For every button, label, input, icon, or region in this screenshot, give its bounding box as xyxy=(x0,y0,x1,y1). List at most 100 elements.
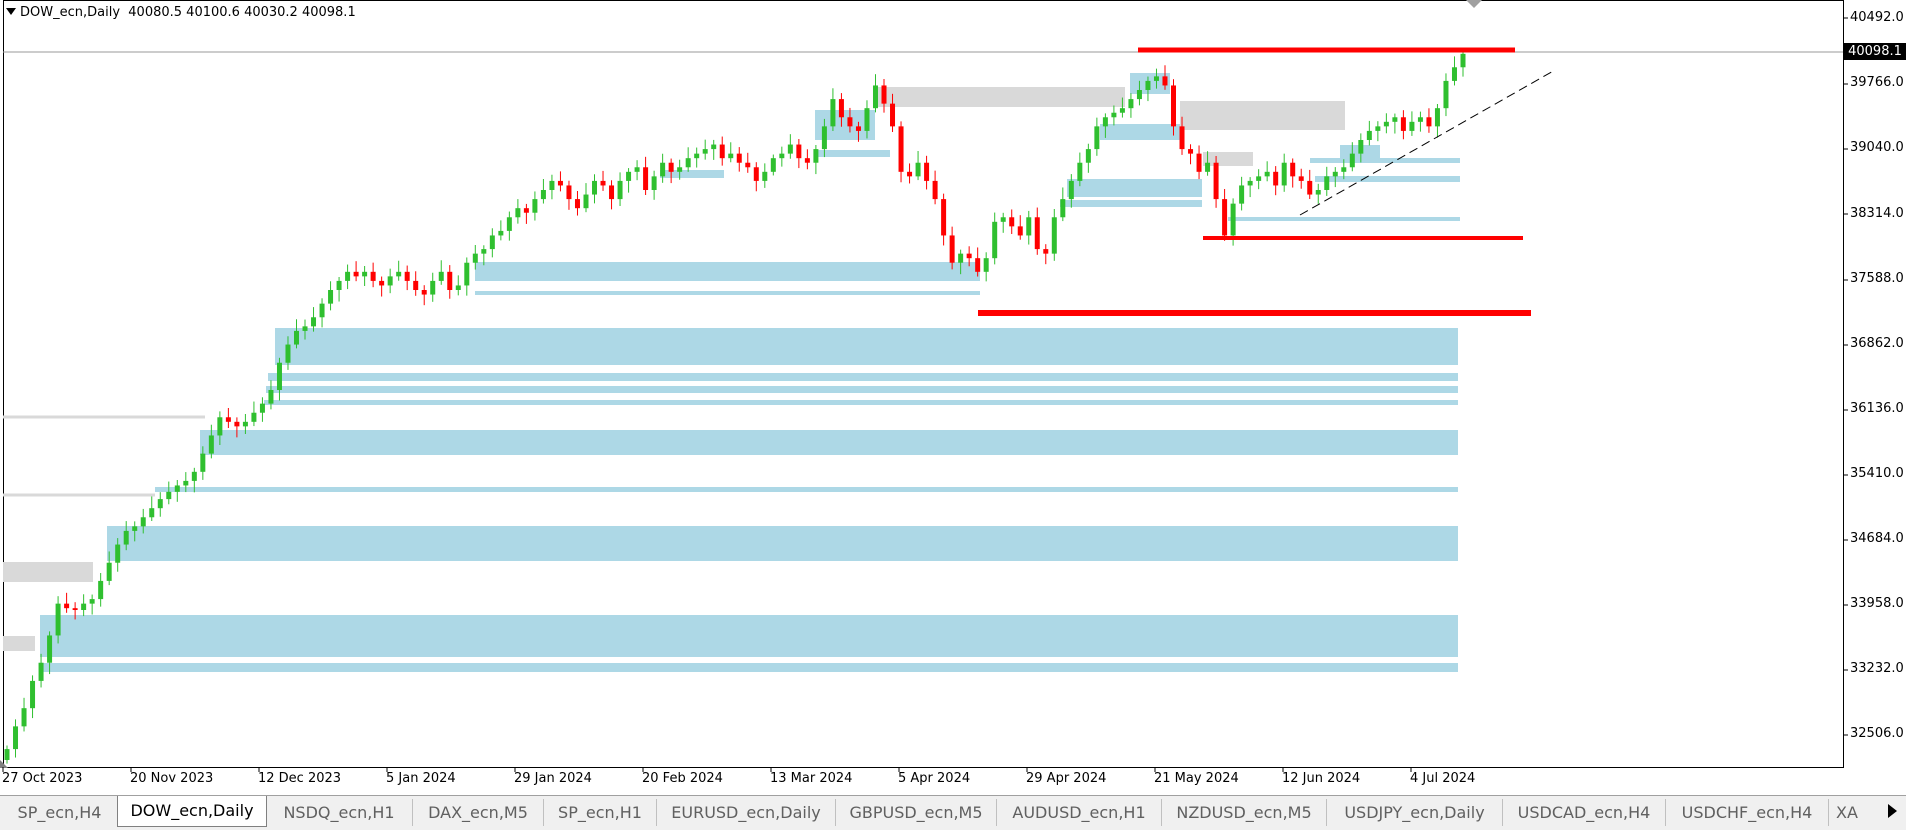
bull-candle xyxy=(532,199,538,213)
bull-candle xyxy=(506,217,512,231)
bull-candle xyxy=(1060,199,1066,218)
tab-nzdusd-ecn-m5[interactable]: NZDUSD_ecn,M5 xyxy=(1162,799,1327,826)
tab-sp-ecn-h4[interactable]: SP_ecn,H4 xyxy=(2,799,118,826)
bear-candle xyxy=(941,199,947,236)
tab-scroll-right-icon[interactable] xyxy=(1888,804,1897,818)
tab-audusd-ecn-h1[interactable]: AUDUSD_ecn,H1 xyxy=(997,799,1162,826)
tab-usdcad-ecn-h4[interactable]: USDCAD_ecn,H4 xyxy=(1503,799,1666,826)
bear-candle xyxy=(234,421,240,427)
bull-candle xyxy=(694,153,700,159)
demand-zone-blue xyxy=(264,400,1458,405)
bull-candle xyxy=(1256,176,1262,181)
bear-candle xyxy=(1034,217,1040,250)
bull-candle xyxy=(387,276,393,286)
bull-candle xyxy=(1205,162,1211,172)
tab-xa-partial[interactable]: XA xyxy=(1836,803,1858,822)
x-axis-label: 20 Nov 2023 xyxy=(130,771,214,786)
bull-candle xyxy=(1128,99,1134,109)
y-axis-label: 38314.0 xyxy=(1850,206,1904,221)
x-axis-label: 13 Mar 2024 xyxy=(770,771,853,786)
bull-candle xyxy=(13,726,19,750)
bull-candle xyxy=(787,144,793,154)
bull-candle xyxy=(1239,185,1245,204)
bull-candle xyxy=(166,491,172,500)
bull-candle xyxy=(1341,167,1347,172)
bull-candle xyxy=(285,344,291,363)
tab-usdchf-ecn-h4[interactable]: USDCHF_ecn,H4 xyxy=(1666,799,1829,826)
chart-tab-bar: SP_ecn,H4 DOW_ecn,Daily NSDQ_ecn,H1 DAX_… xyxy=(0,795,1906,830)
bull-candle xyxy=(464,262,470,286)
tab-usdjpy-ecn-daily[interactable]: USDJPY_ecn,Daily xyxy=(1327,799,1503,826)
tab-nsdq-ecn-h1[interactable]: NSDQ_ecn,H1 xyxy=(266,799,413,826)
bull-candle xyxy=(183,480,189,486)
shift-marker-icon xyxy=(1466,0,1482,8)
bull-candle xyxy=(685,158,691,168)
bull-candle xyxy=(362,271,368,277)
bull-candle xyxy=(626,171,632,181)
bear-candle xyxy=(523,208,529,213)
bear-candle xyxy=(949,235,955,263)
demand-zone-blue xyxy=(40,615,1458,657)
supply-zone-gray xyxy=(3,636,35,651)
bear-candle xyxy=(1171,85,1177,127)
bull-candle xyxy=(1315,190,1321,195)
bear-candle xyxy=(745,162,751,168)
bear-candle xyxy=(838,99,844,118)
bull-candle xyxy=(259,403,265,413)
dropdown-triangle-icon[interactable] xyxy=(6,8,16,15)
demand-zone-blue xyxy=(1100,124,1180,140)
bull-candle xyxy=(251,412,257,422)
x-axis-label: 29 Jan 2024 xyxy=(514,771,592,786)
bull-candle xyxy=(438,271,444,281)
bull-candle xyxy=(1247,180,1253,186)
tab-dax-ecn-m5[interactable]: DAX_ecn,M5 xyxy=(413,799,544,826)
bull-candle xyxy=(915,162,921,177)
bull-candle xyxy=(1145,80,1151,90)
bull-candle xyxy=(106,562,112,581)
tab-eurusd-ecn-daily[interactable]: EURUSD_ecn,Daily xyxy=(657,799,836,826)
tab-sp-ecn-h1[interactable]: SP_ecn,H1 xyxy=(544,799,657,826)
x-axis-label: 27 Oct 2023 xyxy=(2,771,83,786)
y-axis-label: 32506.0 xyxy=(1850,726,1904,741)
bull-candle xyxy=(830,99,836,127)
bull-candle xyxy=(1324,176,1330,190)
demand-zone-blue xyxy=(475,262,980,281)
bull-candle xyxy=(268,390,274,404)
bull-candle xyxy=(302,326,308,331)
demand-zone-blue xyxy=(1060,200,1202,207)
bull-candle xyxy=(1085,149,1091,163)
x-axis-label: 5 Jan 2024 xyxy=(386,771,456,786)
bear-candle xyxy=(1196,153,1202,172)
bull-candle xyxy=(191,471,197,481)
bear-candle xyxy=(225,417,231,422)
bull-candle xyxy=(1026,217,1032,236)
bull-candle xyxy=(4,749,10,760)
bear-candle xyxy=(72,608,78,610)
bear-candle xyxy=(379,280,385,286)
chart-header: DOW_ecn,Daily 40080.5 40100.6 40030.2 40… xyxy=(6,5,356,20)
bull-candle xyxy=(1358,140,1364,154)
bull-candle xyxy=(779,153,785,159)
bear-candle xyxy=(413,280,419,290)
bear-candle xyxy=(370,271,376,281)
tab-dow-ecn-daily[interactable]: DOW_ecn,Daily xyxy=(117,796,267,827)
bear-candle xyxy=(609,185,615,200)
demand-zone-blue xyxy=(1067,179,1202,197)
bull-candle xyxy=(540,190,546,200)
y-axis-label: 33958.0 xyxy=(1850,596,1904,611)
bull-candle xyxy=(1111,112,1117,118)
bear-candle xyxy=(353,271,359,277)
bull-candle xyxy=(728,153,734,159)
bull-candle xyxy=(396,271,402,277)
bear-candle xyxy=(557,180,563,186)
bear-candle xyxy=(1273,171,1279,186)
bull-candle xyxy=(1375,126,1381,131)
chart-area[interactable]: DOW_ecn,Daily 40080.5 40100.6 40030.2 40… xyxy=(0,0,1906,795)
tab-gbpusd-ecn-m5[interactable]: GBPUSD_ecn,M5 xyxy=(836,799,997,826)
bear-candle xyxy=(1290,162,1296,177)
y-axis-label: 33232.0 xyxy=(1850,661,1904,676)
price-chart[interactable] xyxy=(0,0,1906,795)
bear-candle xyxy=(1298,176,1304,181)
bull-candle xyxy=(1000,217,1006,222)
demand-zone-blue xyxy=(200,430,1458,455)
